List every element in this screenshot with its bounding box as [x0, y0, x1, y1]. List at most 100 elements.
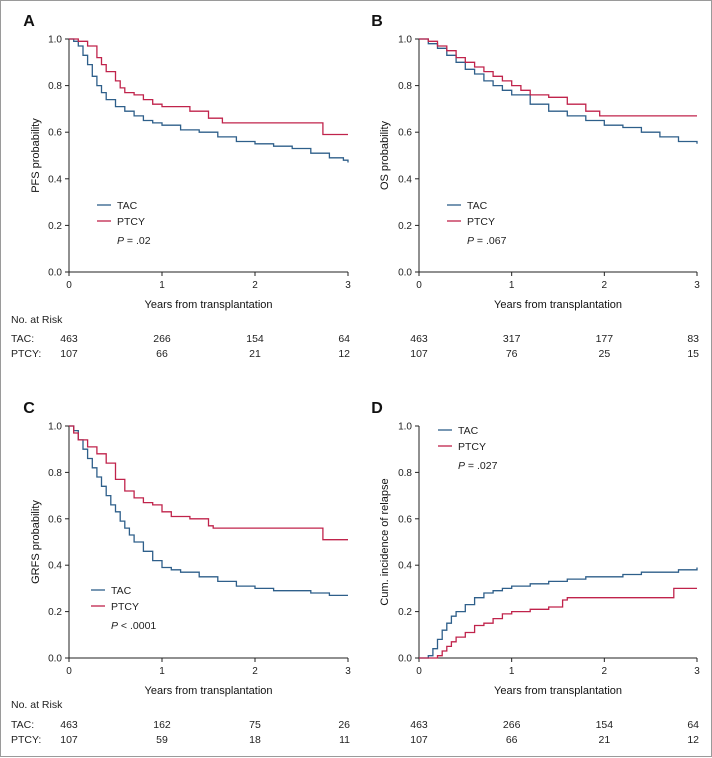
series-line-ptcy — [419, 38, 697, 117]
risk-count-ptcy: 15 — [687, 348, 699, 360]
y-axis-label: GRFS probability — [30, 500, 42, 584]
series-line-ptcy — [69, 38, 348, 136]
risk-count-ptcy: 12 — [687, 734, 699, 746]
y-tick-label: 0.2 — [48, 221, 62, 232]
risk-count-tac: 266 — [153, 333, 171, 345]
risk-count-tac: 83 — [687, 333, 699, 345]
risk-row-label: TAC: — [11, 333, 34, 345]
x-tick-label: 1 — [159, 280, 165, 291]
y-tick-label: 0.8 — [398, 468, 412, 479]
p-value: P = .027 — [458, 460, 498, 472]
risk-count-ptcy: 107 — [60, 348, 78, 360]
risk-count-ptcy: 76 — [506, 348, 518, 360]
x-tick-label: 1 — [509, 280, 515, 291]
y-tick-label: 1.0 — [48, 422, 62, 433]
p-value-prefix: P — [117, 235, 124, 247]
series-line-tac — [419, 567, 698, 659]
x-axis-label: Years from transplantation — [494, 299, 622, 311]
p-value-text: = .027 — [465, 460, 498, 472]
risk-count-ptcy: 107 — [410, 348, 428, 360]
y-axis-label: OS probability — [379, 120, 391, 190]
x-tick-label: 0 — [416, 280, 422, 291]
y-tick-label: 0.6 — [398, 514, 412, 525]
risk-count-ptcy: 25 — [598, 348, 610, 360]
y-tick-label: 0.8 — [48, 468, 62, 479]
p-value-prefix: P — [111, 620, 118, 632]
y-tick-label: 0.2 — [398, 221, 412, 232]
y-tick-label: 0.0 — [48, 268, 62, 279]
x-tick-label: 3 — [694, 666, 700, 677]
p-value: P = .067 — [467, 235, 507, 247]
risk-count-tac: 162 — [153, 719, 171, 731]
risk-count-tac: 26 — [338, 719, 350, 731]
y-tick-label: 0.8 — [48, 81, 62, 92]
risk-count-ptcy: 21 — [598, 734, 610, 746]
legend-label: TAC — [111, 585, 132, 597]
y-tick-label: 0.6 — [48, 128, 62, 139]
y-tick-label: 0.4 — [48, 174, 62, 185]
y-tick-label: 0.4 — [398, 561, 412, 572]
risk-count-ptcy: 11 — [339, 734, 350, 746]
x-tick-label: 0 — [66, 666, 72, 677]
y-tick-label: 1.0 — [398, 35, 412, 46]
risk-table-title: No. at Risk — [11, 314, 63, 326]
risk-count-ptcy: 66 — [506, 734, 518, 746]
risk-count-ptcy: 66 — [156, 348, 168, 360]
risk-count-tac: 463 — [410, 333, 428, 345]
p-value: P < .0001 — [111, 620, 156, 632]
risk-count-ptcy: 12 — [338, 348, 350, 360]
y-tick-label: 0.4 — [48, 561, 62, 572]
panel-letter: A — [23, 13, 35, 30]
panel-c: C 0.0 0.2 0.4 0.6 0.8 1.0 0 1 2 3 Years from transp… — [11, 400, 351, 746]
x-tick-label: 3 — [345, 666, 351, 677]
x-tick-label: 1 — [509, 666, 515, 677]
panel-letter: D — [371, 400, 383, 417]
panel-b: B 0.0 0.2 0.4 0.6 0.8 1.0 0 1 2 3 Years from transp… — [371, 13, 700, 360]
series-line-tac — [69, 38, 349, 163]
risk-count-tac: 75 — [249, 719, 261, 731]
y-tick-label: 0.0 — [398, 654, 412, 665]
p-value-text: < .0001 — [118, 620, 156, 632]
legend-label: TAC — [117, 200, 138, 212]
series-line-tac — [419, 38, 698, 144]
p-value-text: = .02 — [124, 235, 151, 247]
legend-label: PTCY — [467, 216, 495, 228]
risk-row-label: PTCY: — [11, 348, 41, 360]
x-tick-label: 2 — [252, 666, 258, 677]
risk-table-title: No. at Risk — [11, 699, 63, 711]
p-value-prefix: P — [458, 460, 465, 472]
y-axis-label: Cum. incidence of relapse — [379, 478, 391, 605]
risk-count-ptcy: 18 — [249, 734, 261, 746]
y-tick-label: 0.2 — [398, 607, 412, 618]
x-tick-label: 3 — [694, 280, 700, 291]
series-line-tac — [69, 425, 348, 597]
p-value: P = .02 — [117, 235, 151, 247]
y-tick-label: 0.0 — [48, 654, 62, 665]
x-tick-label: 0 — [66, 280, 72, 291]
p-value-prefix: P — [467, 235, 474, 247]
risk-count-tac: 266 — [503, 719, 521, 731]
y-tick-label: 1.0 — [398, 422, 412, 433]
y-axis-label: PFS probability — [30, 118, 42, 193]
risk-count-ptcy: 107 — [410, 734, 428, 746]
x-tick-label: 2 — [602, 666, 608, 677]
legend-label: TAC — [458, 425, 479, 437]
risk-count-tac: 64 — [338, 333, 350, 345]
x-tick-label: 2 — [252, 280, 258, 291]
x-axis-label: Years from transplantation — [145, 299, 273, 311]
risk-count-tac: 154 — [596, 719, 614, 731]
risk-count-ptcy: 59 — [156, 734, 168, 746]
x-tick-label: 0 — [416, 666, 422, 677]
series-line-ptcy — [69, 425, 348, 541]
risk-row-label: PTCY: — [11, 734, 41, 746]
x-tick-label: 3 — [345, 280, 351, 291]
y-tick-label: 0.4 — [398, 174, 412, 185]
y-tick-label: 1.0 — [48, 35, 62, 46]
y-tick-label: 0.6 — [398, 128, 412, 139]
risk-count-tac: 463 — [60, 333, 78, 345]
x-axis-label: Years from transplantation — [145, 685, 273, 697]
legend-label: PTCY — [117, 216, 145, 228]
panel-letter: B — [371, 13, 383, 30]
risk-count-tac: 463 — [410, 719, 428, 731]
